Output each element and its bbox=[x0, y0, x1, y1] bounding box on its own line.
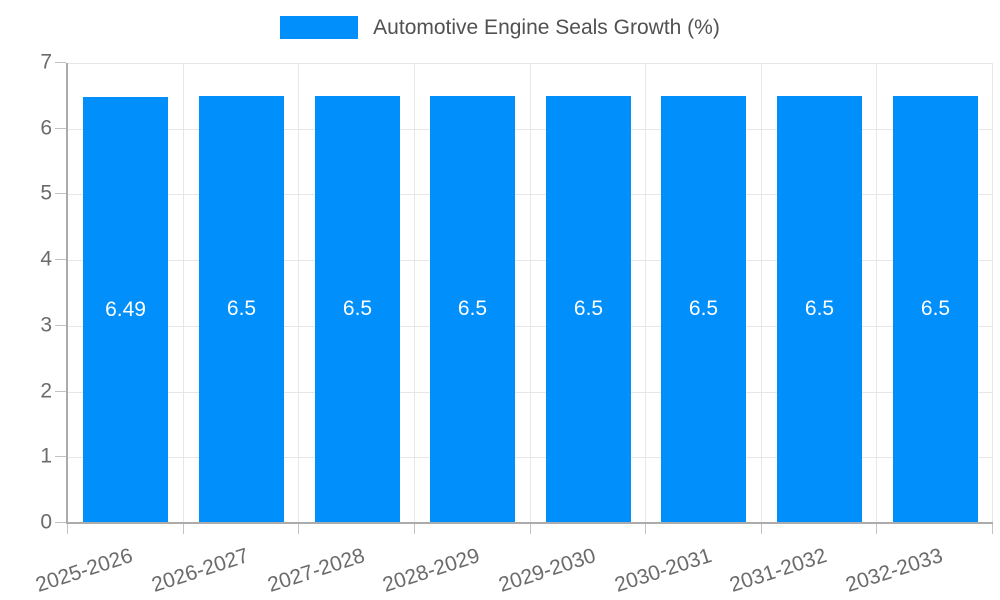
y-tick-label: 1 bbox=[40, 444, 52, 468]
bar: 6.5 bbox=[777, 95, 862, 523]
x-tick-mark bbox=[992, 524, 993, 534]
bar: 6.5 bbox=[315, 95, 400, 523]
x-tick-label: 2029-2030 bbox=[495, 544, 599, 597]
bar-value-label: 6.49 bbox=[105, 297, 146, 321]
y-tick-mark bbox=[55, 324, 66, 326]
x-tick-mark bbox=[183, 524, 184, 534]
bar: 6.5 bbox=[546, 95, 631, 523]
x-tick-label: 2030-2031 bbox=[611, 544, 715, 597]
bar-value-label: 6.5 bbox=[226, 297, 257, 321]
y-tick-label: 0 bbox=[40, 510, 52, 534]
y-tick-mark bbox=[55, 62, 66, 63]
y-tick-label: 7 bbox=[40, 50, 52, 74]
y-tick-mark bbox=[55, 259, 66, 261]
legend-label: Automotive Engine Seals Growth (%) bbox=[373, 16, 720, 39]
x-tick-mark bbox=[530, 524, 531, 534]
bar-value-label: 6.5 bbox=[573, 297, 604, 321]
bar: 6.5 bbox=[661, 95, 746, 523]
bar-value-label: 6.5 bbox=[688, 297, 719, 321]
plot-area: 6.49 6.5 6.5 6.5 6.5 6.5 6.5 6.5 bbox=[68, 63, 993, 524]
gridline-vertical bbox=[414, 63, 415, 523]
bar: 6.5 bbox=[893, 95, 978, 523]
y-tick-mark bbox=[55, 522, 66, 523]
y-tick-label: 5 bbox=[40, 181, 52, 205]
bar-value-label: 6.5 bbox=[342, 297, 373, 321]
gridline-vertical bbox=[645, 63, 646, 523]
y-tick-mark bbox=[55, 193, 66, 195]
x-tick-mark bbox=[414, 524, 415, 534]
y-tick-label: 2 bbox=[40, 379, 52, 403]
x-tick-label: 2027-2028 bbox=[264, 544, 368, 597]
gridline-vertical bbox=[298, 63, 299, 523]
x-tick-mark bbox=[876, 524, 877, 534]
bar: 6.5 bbox=[430, 95, 515, 523]
x-axis-line bbox=[66, 522, 993, 524]
gridline-vertical bbox=[992, 63, 993, 523]
x-tick-mark bbox=[67, 524, 68, 534]
gridline-vertical bbox=[530, 63, 531, 523]
bar: 6.5 bbox=[199, 95, 284, 523]
gridline-vertical bbox=[183, 63, 184, 523]
gridline-vertical bbox=[761, 63, 762, 523]
gridline-vertical bbox=[876, 63, 877, 523]
legend-item[interactable]: Automotive Engine Seals Growth (%) bbox=[280, 16, 720, 39]
x-tick-mark bbox=[298, 524, 299, 534]
bar-value-label: 6.5 bbox=[457, 297, 488, 321]
y-tick-label: 3 bbox=[40, 313, 52, 337]
bar: 6.49 bbox=[83, 96, 168, 523]
x-tick-mark bbox=[645, 524, 646, 534]
x-tick-label: 2026-2027 bbox=[148, 544, 252, 597]
y-axis-line bbox=[66, 63, 68, 523]
x-tick-label: 2032-2033 bbox=[842, 544, 946, 597]
y-tick-label: 4 bbox=[40, 247, 52, 271]
x-tick-label: 2025-2026 bbox=[33, 544, 136, 597]
x-tick-label: 2031-2032 bbox=[727, 544, 830, 597]
chart-legend: Automotive Engine Seals Growth (%) bbox=[0, 16, 1000, 39]
y-tick-mark bbox=[55, 127, 66, 129]
y-tick-mark bbox=[55, 390, 66, 392]
y-tick-mark bbox=[55, 456, 66, 458]
legend-swatch-icon bbox=[280, 16, 359, 39]
bar-value-label: 6.5 bbox=[804, 297, 835, 321]
bar-value-label: 6.5 bbox=[920, 297, 951, 321]
y-tick-label: 6 bbox=[40, 116, 52, 140]
x-tick-mark bbox=[761, 524, 762, 534]
x-tick-label: 2028-2029 bbox=[380, 544, 483, 597]
